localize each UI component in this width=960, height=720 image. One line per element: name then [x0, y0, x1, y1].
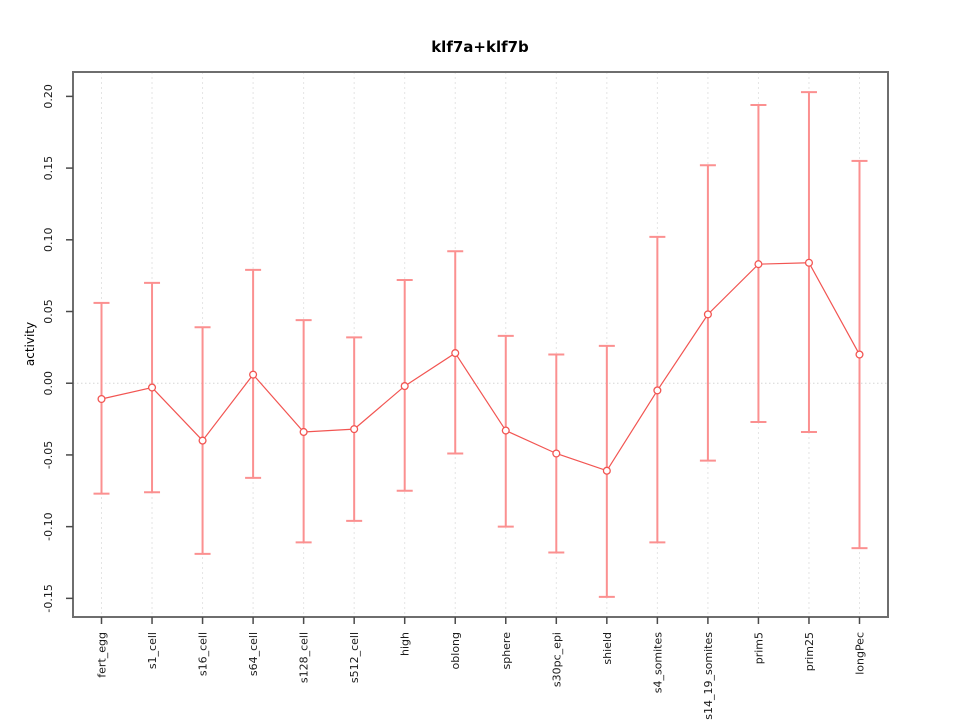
x-tick-label: shield [601, 632, 614, 665]
data-point [855, 350, 864, 359]
series-line [101, 262, 861, 472]
x-tick-label: s512_cell [348, 632, 361, 683]
data-point [97, 394, 106, 404]
chart-title: klf7a+klf7b [431, 38, 529, 56]
x-tick-label: s64_cell [247, 632, 260, 676]
data-point [804, 258, 814, 267]
y-tick-label: 0.10 [42, 228, 55, 253]
y-tick-label: -0.10 [42, 512, 55, 540]
data-point [552, 449, 561, 458]
x-tick-label: longPec [854, 632, 867, 675]
data-point [501, 426, 510, 435]
y-tick-label: -0.05 [42, 441, 55, 469]
data-point [249, 370, 258, 379]
x-tick-label: prim5 [752, 632, 765, 664]
y-tick-label: 0.15 [42, 156, 55, 181]
x-tick-label: s128_cell [298, 632, 311, 683]
x-tick-label: high [399, 632, 412, 656]
x-tick-label: oblong [449, 632, 462, 669]
y-tick-label: 0.05 [42, 299, 55, 324]
data-point [147, 383, 157, 392]
y-tick-label: 0.20 [42, 84, 55, 109]
x-tick-label: prim25 [803, 632, 816, 671]
data-point [400, 382, 409, 391]
x-tick-label: sphere [500, 632, 513, 670]
data-point [299, 427, 308, 437]
y-tick-label: 0.00 [42, 371, 55, 396]
data-point [451, 349, 460, 358]
data-point [754, 260, 763, 269]
x-tick-label: s4_somites [651, 632, 664, 694]
plot-border [72, 71, 889, 618]
data-point [350, 425, 359, 434]
data-point [198, 436, 207, 445]
data-point [653, 386, 662, 395]
x-tick-label: fert_egg [96, 632, 109, 678]
data-point [602, 466, 611, 475]
x-tick-label: s1_cell [146, 632, 159, 669]
x-tick-label: s16_cell [197, 632, 210, 676]
data-point [703, 310, 712, 319]
y-tick-label: -0.15 [42, 584, 55, 612]
x-tick-label: s30pc_epi [550, 632, 563, 687]
x-tick-label: s14_19_somites [702, 632, 715, 720]
